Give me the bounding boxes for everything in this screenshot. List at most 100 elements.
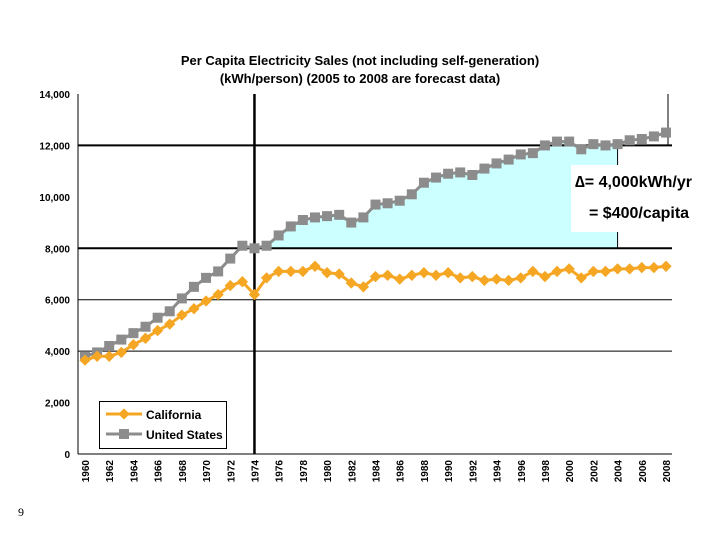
data-point-us: [576, 144, 587, 155]
data-point-california: [527, 265, 539, 278]
x-tick-label: 1974: [250, 460, 261, 483]
data-point-california: [490, 273, 503, 285]
data-point-california: [466, 270, 478, 283]
x-tick-label: 1970: [202, 460, 213, 483]
data-point-california: [563, 263, 575, 275]
data-point-us: [636, 134, 647, 144]
x-tick-label: 2002: [589, 460, 600, 483]
data-point-california: [660, 260, 672, 272]
data-point-california: [381, 269, 394, 281]
data-point-california: [139, 332, 152, 344]
data-point-us: [370, 199, 381, 210]
annotation-box: ∆= 4,000kWh/yr = $400/capita: [571, 165, 720, 232]
data-point-us: [552, 136, 563, 147]
data-point-california: [333, 268, 345, 280]
data-point-california: [151, 324, 164, 337]
data-point-us: [648, 131, 659, 142]
page-number: 9: [18, 505, 24, 519]
data-point-california: [176, 309, 188, 321]
data-point-us: [479, 163, 490, 174]
data-point-us: [503, 154, 514, 165]
y-tick-label: 6,000: [45, 296, 70, 307]
data-point-california: [248, 288, 261, 301]
data-point-california: [478, 274, 491, 287]
data-point-california: [418, 267, 430, 279]
data-point-us: [382, 198, 393, 209]
data-point-california: [587, 265, 600, 278]
data-point-us: [431, 172, 442, 183]
x-tick-label: 1972: [226, 460, 237, 483]
data-point-us: [249, 243, 260, 254]
y-tick-label: 8,000: [45, 244, 70, 255]
x-tick-label: 1990: [444, 460, 455, 483]
y-tick-label: 12,000: [39, 141, 70, 152]
data-point-us: [285, 221, 296, 232]
data-point-california: [515, 272, 527, 284]
united-states-marker-icon: [106, 429, 142, 439]
data-point-us: [527, 148, 538, 159]
data-point-california: [236, 276, 249, 288]
data-point-us: [164, 306, 175, 317]
x-tick-label: 1980: [323, 460, 334, 483]
x-tick-label: 1988: [420, 460, 431, 483]
data-point-us: [104, 341, 115, 351]
data-point-us: [443, 168, 454, 179]
data-point-california: [611, 263, 624, 275]
data-point-california: [575, 272, 587, 284]
data-point-california: [224, 279, 236, 292]
data-point-california: [430, 269, 442, 281]
data-point-california: [502, 274, 515, 287]
data-point-california: [164, 318, 176, 330]
x-tick-label: 1966: [154, 460, 165, 483]
data-point-us: [322, 211, 333, 222]
data-point-california: [273, 265, 285, 278]
x-tick-label: 1996: [517, 460, 528, 483]
y-tick-label: 10,000: [39, 193, 70, 204]
data-point-us: [237, 240, 248, 251]
x-tick-label: 1976: [275, 460, 286, 483]
x-tick-label: 2008: [662, 460, 673, 483]
data-point-california: [285, 265, 297, 278]
data-point-california: [648, 261, 660, 274]
y-tick-label: 0: [64, 450, 70, 461]
chart-title: Per Capita Electricity Sales (not includ…: [180, 53, 540, 68]
data-point-us: [564, 136, 575, 147]
data-point-us: [661, 127, 671, 138]
legend-label-california: California: [146, 408, 202, 422]
x-tick-label: 2006: [638, 460, 649, 483]
data-point-us: [418, 177, 429, 188]
x-tick-label: 1982: [347, 460, 358, 483]
data-point-california: [624, 263, 636, 275]
data-point-us: [394, 195, 405, 206]
x-tick-label: 1968: [178, 460, 189, 483]
data-point-california: [539, 270, 551, 283]
data-point-california: [103, 350, 115, 362]
data-point-california: [394, 273, 406, 285]
data-point-california: [212, 288, 224, 301]
data-point-us: [309, 212, 320, 223]
annotation-line-2: = $400/capita: [589, 205, 690, 222]
data-point-california: [599, 265, 612, 278]
data-point-california: [357, 281, 370, 293]
data-point-us: [624, 135, 635, 146]
data-point-us: [188, 281, 199, 292]
data-point-us: [273, 230, 284, 241]
annotation-line-1: ∆= 4,000kWh/yr: [575, 174, 692, 191]
x-tick-label: 1992: [468, 460, 479, 483]
x-tick-label: 1998: [541, 460, 552, 483]
data-point-california: [309, 260, 321, 272]
data-point-us: [152, 312, 163, 323]
x-tick-label: 1964: [129, 460, 140, 483]
data-point-california: [454, 272, 466, 284]
x-tick-label: 2004: [614, 460, 625, 483]
data-point-us: [334, 209, 345, 220]
data-point-us: [116, 334, 127, 345]
data-point-us: [455, 167, 466, 178]
data-point-us: [201, 272, 212, 283]
data-point-california: [406, 269, 418, 281]
data-point-california: [260, 272, 273, 284]
y-tick-label: 4,000: [45, 347, 70, 358]
data-point-us: [467, 170, 478, 180]
